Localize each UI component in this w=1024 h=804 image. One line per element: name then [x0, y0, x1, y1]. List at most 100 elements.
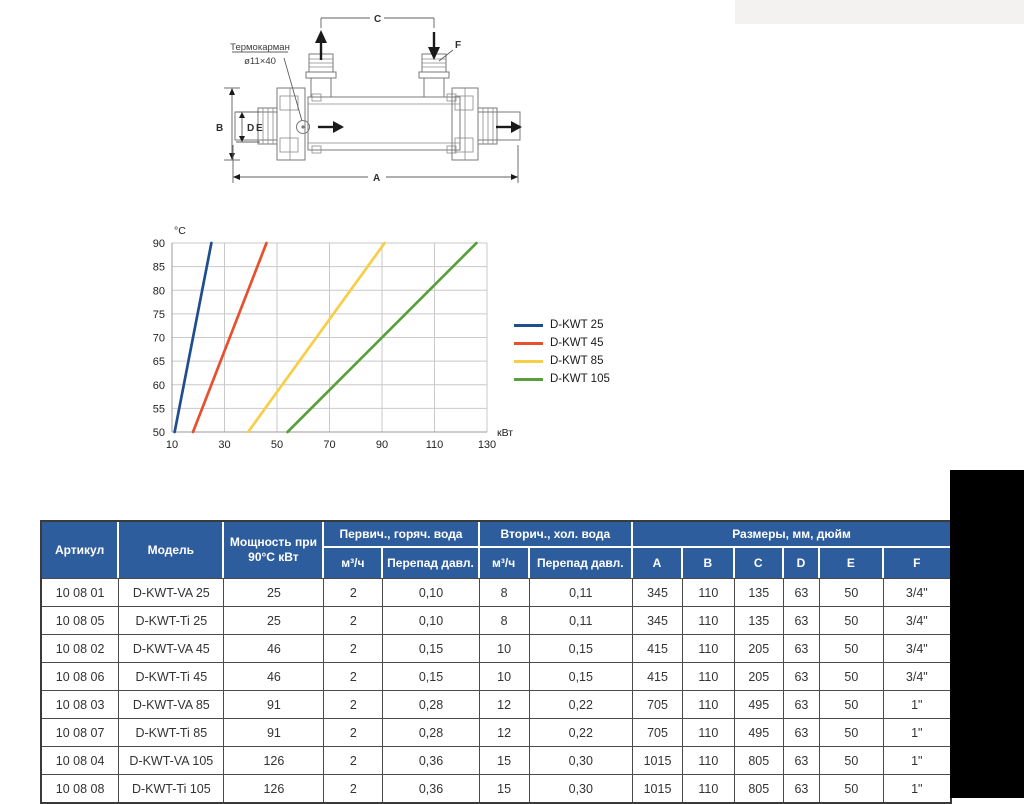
- series-line-d-kwt-105: [286, 241, 478, 434]
- cell-secondary-flow: 12: [479, 718, 530, 746]
- y-tick-label: 60: [153, 380, 165, 392]
- cell-power: 25: [224, 606, 325, 634]
- cell-power: 25: [224, 578, 325, 606]
- cell-dim-d: 63: [783, 578, 821, 606]
- flow-arrow-down: [428, 32, 440, 60]
- y-tick-label: 70: [153, 333, 165, 345]
- dim-f-label: F: [455, 40, 461, 51]
- col-header-primary-flow: м³/ч: [324, 548, 384, 578]
- cell-dim-c: 805: [734, 746, 784, 774]
- x-tick-label: 30: [218, 439, 230, 451]
- legend-line-swatch: [514, 377, 543, 381]
- legend-label: D-KWT 25: [550, 319, 604, 331]
- col-header-secondary-pressure-drop: Перепад давл.: [529, 548, 634, 578]
- col-group-primary-water: Первич., горяч. вода: [324, 522, 480, 548]
- legend-line-swatch: [514, 323, 543, 327]
- thermowell-label-line2: ø11×40: [244, 56, 276, 67]
- cell-primary-flow: 2: [324, 718, 384, 746]
- cell-power: 126: [224, 746, 325, 774]
- col-header-model: Модель: [119, 522, 225, 578]
- x-tick-label: 110: [426, 439, 444, 451]
- scan-artifact-black-block: [950, 470, 1024, 798]
- y-tick-label: 50: [153, 427, 165, 439]
- thermowell-note: Термокарман ø11×40: [230, 42, 310, 134]
- heat-exchanger-drawing: C F B D E: [216, 14, 522, 184]
- cell-dim-c: 205: [734, 662, 784, 690]
- dim-b-label: B: [216, 123, 223, 134]
- cell-power: 46: [224, 634, 325, 662]
- thermowell-label-line1: Термокарман: [230, 42, 290, 53]
- x-tick-label: 90: [376, 439, 388, 451]
- cell-dim-b: 110: [682, 746, 735, 774]
- dimension-a: A: [232, 145, 519, 184]
- cell-dim-e: 50: [820, 634, 884, 662]
- cell-model: D-KWT-Ti 105: [119, 774, 225, 802]
- table-row: 10 08 06 D-KWT-Ti 45 46 2 0,15 10 0,15 415 110 20…: [42, 662, 950, 690]
- cell-dim-a: 705: [633, 690, 683, 718]
- cell-model: D-KWT-VA 105: [119, 746, 225, 774]
- cell-dim-e: 50: [820, 578, 884, 606]
- flow-arrow-in: [318, 121, 344, 133]
- legend-item: D-KWT 85: [514, 352, 610, 370]
- table-row: 10 08 04 D-KWT-VA 105 126 2 0,36 15 0,30 1015 11…: [42, 746, 950, 774]
- cell-dim-c: 805: [734, 774, 784, 802]
- cell-model: D-KWT-VA 85: [119, 690, 225, 718]
- cell-power: 91: [224, 690, 325, 718]
- cell-dim-a: 1015: [633, 746, 683, 774]
- cell-dim-c: 205: [734, 634, 784, 662]
- cell-dim-f: 1": [883, 718, 950, 746]
- dim-e-label: E: [256, 123, 263, 134]
- cell-primary-pressure-drop: 0,36: [383, 746, 480, 774]
- cell-dim-d: 63: [783, 634, 821, 662]
- cell-dim-c: 135: [734, 606, 784, 634]
- dim-c-label: C: [374, 14, 381, 25]
- legend-line-swatch: [514, 359, 543, 363]
- performance-chart: 90 85 80 75 70 65 60 55 50 10 30 50 70 90 110 130 °C кВт: [130, 222, 522, 464]
- y-tick-label: 75: [153, 309, 165, 321]
- dim-d-label: D: [247, 123, 254, 134]
- cell-model: D-KWT-Ti 25: [119, 606, 225, 634]
- cell-dim-f: 3/4": [883, 578, 950, 606]
- cell-primary-flow: 2: [324, 578, 384, 606]
- cell-dim-a: 705: [633, 718, 683, 746]
- cell-primary-pressure-drop: 0,15: [383, 662, 480, 690]
- cell-secondary-pressure-drop: 0,22: [529, 690, 634, 718]
- dim-a-label: A: [373, 173, 380, 184]
- cell-article: 10 08 07: [42, 718, 120, 746]
- cell-dim-c: 135: [734, 578, 784, 606]
- cell-primary-pressure-drop: 0,15: [383, 634, 480, 662]
- heat-exchanger-diagram: C F B D E: [170, 0, 530, 205]
- cell-dim-f: 3/4": [883, 662, 950, 690]
- y-tick-label: 65: [153, 356, 165, 368]
- col-header-power: Мощность при 90°С кВт: [224, 522, 325, 578]
- cell-dim-c: 495: [734, 690, 784, 718]
- cell-dim-b: 110: [682, 578, 735, 606]
- cell-model: D-KWT-VA 25: [119, 578, 225, 606]
- cell-primary-flow: 2: [324, 606, 384, 634]
- cell-article: 10 08 08: [42, 774, 120, 802]
- cell-power: 126: [224, 774, 325, 802]
- col-group-secondary-water: Вторич., хол. вода: [479, 522, 634, 548]
- y-tick-label: 90: [153, 238, 165, 250]
- table-row: 10 08 07 D-KWT-Ti 85 91 2 0,28 12 0,22 705 110 49…: [42, 718, 950, 746]
- cell-article: 10 08 06: [42, 662, 120, 690]
- dimension-de: D E: [236, 111, 263, 143]
- series-line-d-kwt-85: [246, 241, 386, 434]
- cell-dim-f: 3/4": [883, 634, 950, 662]
- y-tick-label: 80: [153, 285, 165, 297]
- cell-dim-b: 110: [682, 606, 735, 634]
- series-line-d-kwt-45: [191, 241, 268, 434]
- table-row: 10 08 05 D-KWT-Ti 25 25 2 0,10 8 0,11 345 110 135…: [42, 606, 950, 634]
- col-header-dim-c: C: [734, 548, 784, 578]
- cell-secondary-pressure-drop: 0,30: [529, 774, 634, 802]
- table-row: 10 08 08 D-KWT-Ti 105 126 2 0,36 15 0,30 1015 11…: [42, 774, 950, 802]
- cell-dim-f: 3/4": [883, 606, 950, 634]
- cell-article: 10 08 05: [42, 606, 120, 634]
- cell-dim-a: 415: [633, 634, 683, 662]
- cell-secondary-flow: 8: [479, 578, 530, 606]
- cell-dim-d: 63: [783, 662, 821, 690]
- cell-article: 10 08 04: [42, 746, 120, 774]
- legend-item: D-KWT 25: [514, 316, 610, 334]
